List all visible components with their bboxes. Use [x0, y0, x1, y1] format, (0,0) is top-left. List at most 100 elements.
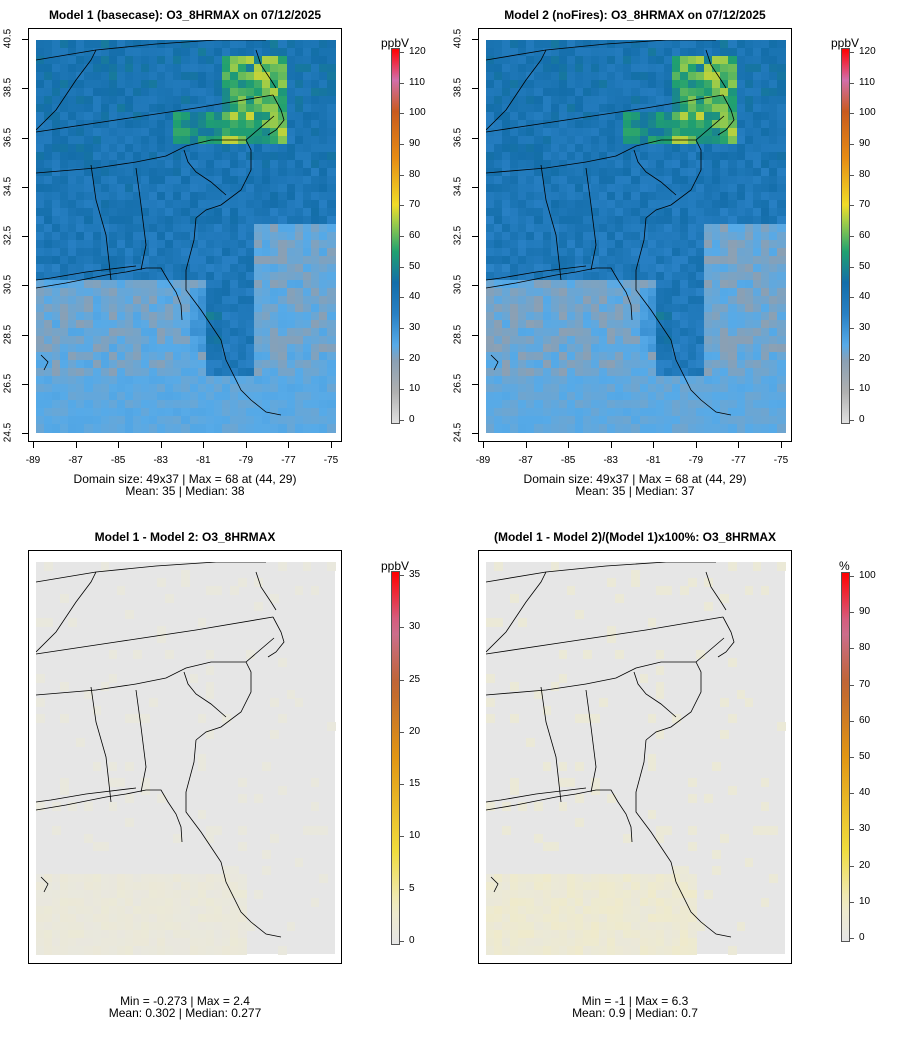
grid-cell	[205, 368, 215, 377]
grid-cell	[302, 152, 312, 161]
grid-cell	[310, 40, 320, 49]
boundary-line	[195, 661, 252, 741]
grid-cell	[149, 288, 158, 297]
grid-cell	[149, 360, 158, 369]
grid-cell	[278, 136, 288, 145]
grid-cell	[132, 328, 142, 337]
grid-cell	[181, 144, 191, 153]
grid-cell	[100, 272, 110, 281]
colorbar-label: 30	[859, 322, 871, 333]
grid-cell	[165, 80, 174, 89]
grid-cell	[141, 184, 150, 193]
grid-cell	[302, 360, 312, 369]
grid-cell	[302, 40, 312, 49]
grid-cell	[246, 192, 255, 201]
grid-cell	[44, 368, 53, 377]
grid-cell	[318, 48, 328, 57]
grid-cell	[52, 296, 61, 305]
grid-cell	[189, 72, 199, 81]
grid-cell	[157, 328, 166, 337]
grid-cell	[149, 376, 158, 385]
grid-cell	[60, 288, 69, 297]
grid-cell	[302, 392, 312, 401]
panel-title: Model 2 (noFires): O3_8HRMAX on 07/12/20…	[504, 8, 766, 22]
colorbar-label: 35	[409, 569, 421, 580]
grid-cell	[132, 56, 142, 65]
grid-cell	[60, 168, 69, 177]
grid-cell	[318, 296, 328, 305]
panel-title: (Model 1 - Model 2)/(Model 1)x100%: O3_8…	[493, 530, 777, 544]
colorbar-tick	[850, 757, 854, 758]
grid-cell	[60, 344, 69, 353]
grid-cell	[84, 48, 94, 57]
grid-cell	[173, 304, 183, 313]
grid-cell	[173, 376, 183, 385]
grid-cell	[76, 184, 86, 193]
y-tick-label: 40.5	[2, 28, 14, 49]
grid-cell	[294, 56, 304, 65]
grid-cell	[157, 176, 166, 185]
grid-cell	[326, 216, 336, 225]
grid-cell	[165, 224, 174, 233]
grid-cell	[44, 352, 53, 361]
grid-cell	[270, 208, 280, 217]
grid-cell	[221, 120, 231, 129]
grid-cell	[44, 376, 53, 385]
grid-cell	[84, 336, 94, 345]
grid-cell	[310, 240, 320, 249]
grid-cell	[100, 200, 110, 209]
boundary-line	[36, 161, 137, 174]
grid-cell	[302, 200, 312, 209]
grid-cell	[173, 80, 183, 89]
grid-cell	[124, 160, 134, 169]
grid-cell	[157, 344, 166, 353]
grid-cell	[262, 232, 271, 241]
x-tick-label: -87	[68, 455, 83, 466]
grid-cell	[84, 264, 94, 273]
grid-cell	[229, 80, 239, 89]
boundary-line	[135, 167, 147, 271]
grid-cell	[229, 296, 239, 305]
grid-cell	[278, 200, 288, 209]
grid-cell	[205, 264, 215, 273]
grid-cell	[189, 216, 199, 225]
grid-cell	[189, 224, 199, 233]
grid-cell	[149, 112, 158, 121]
grid-cell	[213, 360, 223, 369]
grid-cell	[286, 136, 296, 145]
grid-cell	[238, 288, 247, 297]
grid-cell	[294, 224, 304, 233]
grid-cell	[221, 216, 231, 225]
grid-cell	[157, 40, 166, 49]
grid-cell	[213, 192, 223, 201]
grid-cell	[100, 56, 110, 65]
grid-cell	[221, 40, 231, 49]
grid-cell	[132, 216, 142, 225]
grid-cell	[318, 336, 328, 345]
grid-cell	[246, 248, 255, 257]
grid-cell	[286, 128, 296, 137]
grid-cell	[286, 96, 296, 105]
grid-cell	[108, 72, 118, 81]
grid-cell	[92, 56, 102, 65]
grid-cell	[181, 176, 191, 185]
grid-cell	[52, 408, 61, 417]
grid-cell	[181, 224, 191, 233]
grid-cell	[326, 384, 336, 393]
grid-cell	[100, 320, 110, 329]
grid-cell	[149, 344, 158, 353]
grid-cell	[254, 344, 263, 353]
grid-cell	[116, 288, 126, 297]
grid-cell	[124, 360, 134, 369]
grid-cell	[278, 184, 288, 193]
grid-cell	[254, 376, 263, 385]
grid-cell	[52, 368, 61, 377]
grid-cell	[286, 352, 296, 361]
grid-cell	[44, 160, 53, 169]
y-tick-mark	[22, 236, 28, 237]
grid-cell	[286, 176, 296, 185]
grid-cell	[157, 200, 166, 209]
grid-cell	[310, 72, 320, 81]
grid-cell	[286, 200, 296, 209]
grid-cell	[270, 376, 280, 385]
